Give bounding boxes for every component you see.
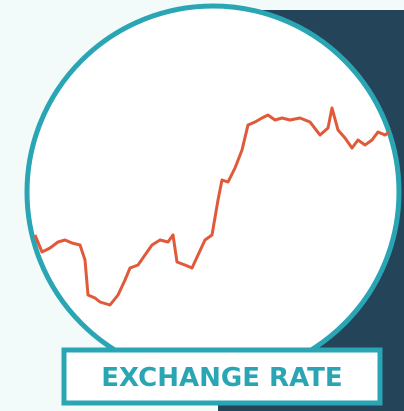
trend-line (33, 106, 393, 307)
frame-circle (24, 3, 402, 381)
label-text: EXCHANGE RATE (101, 363, 342, 393)
trend-line-group (33, 106, 393, 307)
label-box (61, 347, 383, 406)
